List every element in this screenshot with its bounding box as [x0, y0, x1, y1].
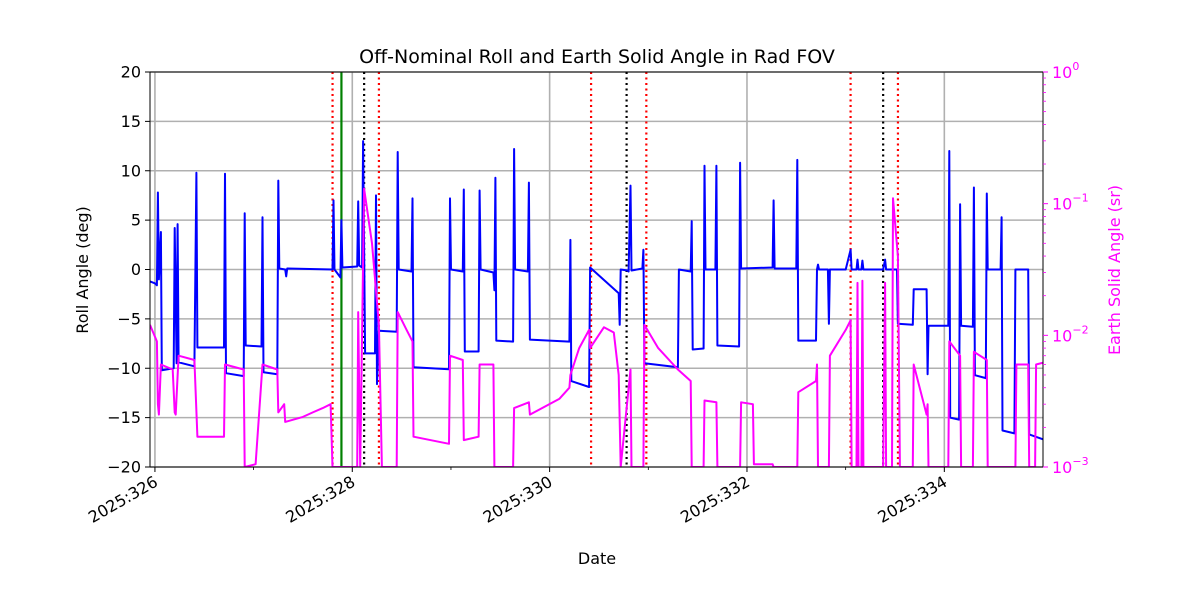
y-axis-right: 100 10−1 10−2 10−3 — [1043, 60, 1089, 477]
x-axis-label: Date — [578, 549, 616, 568]
y-axis-left: 20 15 10 5 0 −5 −10 −15 −20 — [107, 63, 150, 477]
y2-tick-label: 10−1 — [1052, 192, 1089, 214]
y2-tick-label: 10−3 — [1052, 455, 1089, 477]
y-tick-label: −10 — [107, 359, 141, 378]
earth-solid-angle-line — [150, 187, 1043, 467]
y-tick-label: 5 — [131, 211, 141, 230]
y-tick-label: 10 — [121, 161, 141, 180]
y-tick-label: 15 — [121, 112, 141, 131]
chart-title: Off-Nominal Roll and Earth Solid Angle i… — [359, 46, 835, 68]
y2-tick-label: 10−2 — [1052, 323, 1089, 345]
y-tick-label: 20 — [121, 63, 141, 82]
plot-data — [150, 72, 1043, 467]
y-tick-label: −5 — [117, 309, 141, 328]
y-tick-label: −15 — [107, 408, 141, 427]
y2-tick-label: 100 — [1052, 60, 1079, 82]
y-axis-label: Roll Angle (deg) — [73, 206, 92, 333]
y-tick-label: 0 — [131, 260, 141, 279]
y-tick-label: −20 — [107, 458, 141, 477]
y2-axis-label: Earth Solid Angle (sr) — [1105, 185, 1124, 355]
